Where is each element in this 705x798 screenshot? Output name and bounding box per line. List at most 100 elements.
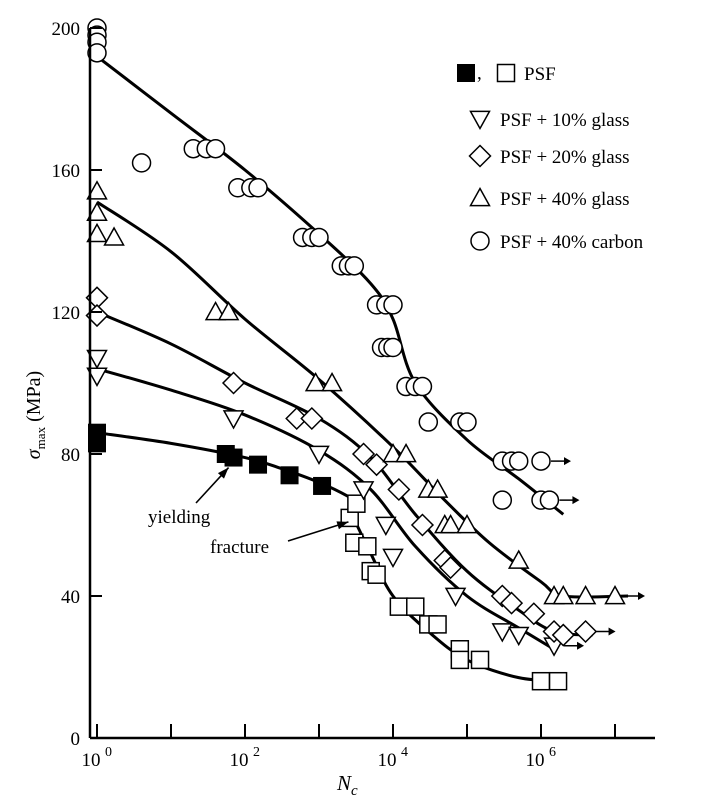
runout-arrow-head: [572, 496, 580, 505]
data-point: [382, 548, 404, 568]
y-axis-title: σmax (MPa): [23, 371, 48, 459]
runout-arrow-head: [638, 592, 645, 600]
data-points: [85, 18, 645, 691]
data-point: [222, 410, 245, 430]
data-point: [375, 516, 397, 537]
x-tick-label-exponent: 2: [253, 745, 260, 760]
y-axis-title-text: σmax (MPa): [23, 371, 48, 459]
data-point: [87, 43, 107, 63]
legend-label: PSF + 20% glass: [500, 147, 630, 168]
legend-label: PSF + 40% glass: [500, 189, 630, 210]
x-tick-label: 10 4: [378, 745, 409, 771]
x-axis-title-main: N: [336, 771, 352, 795]
data-point: [352, 481, 375, 501]
data-point: [508, 451, 529, 471]
data-point: [574, 584, 597, 605]
data-point: [573, 619, 598, 644]
x-axis-title-text: Nc: [336, 771, 358, 798]
data-point: [418, 412, 439, 432]
legend-entry: PSF + 10% glass: [469, 110, 630, 131]
data-point: [86, 349, 108, 370]
data-point: [406, 597, 425, 616]
legend-marker: [470, 231, 490, 251]
data-point: [492, 490, 513, 510]
legend-label: PSF: [524, 64, 556, 85]
data-point: [249, 455, 268, 474]
annotation-text: fracture: [210, 537, 269, 558]
data-point: [539, 490, 560, 510]
data-point: [428, 615, 447, 634]
data-point: [457, 412, 477, 432]
data-point: [204, 300, 227, 321]
data-point: [531, 451, 551, 471]
data-point: [531, 671, 551, 691]
data-point: [221, 371, 246, 395]
data-point: [347, 494, 366, 513]
x-tick-label-exponent: 4: [401, 745, 408, 760]
data-point: [439, 513, 462, 534]
data-point: [248, 178, 268, 198]
data-point: [507, 626, 530, 647]
legend-label: PSF + 40% carbon: [500, 232, 644, 253]
y-tick-label: 80: [61, 445, 80, 466]
data-point: [470, 650, 490, 670]
data-point: [410, 513, 435, 537]
x-tick-label-base: 10: [230, 750, 249, 771]
y-tick-label: 200: [52, 19, 81, 40]
data-point: [507, 549, 530, 569]
legend-marker: [469, 110, 491, 131]
data-point: [389, 597, 409, 616]
legend-label: PSF + 10% glass: [500, 110, 630, 131]
data-point: [217, 300, 240, 321]
data-point: [300, 406, 324, 431]
data-point: [224, 448, 243, 467]
x-tick-label: 10 0: [82, 745, 113, 771]
x-tick-label: 10 2: [230, 745, 261, 771]
x-axis-title: Nc: [336, 771, 358, 798]
data-point: [439, 556, 463, 580]
data-point: [450, 650, 470, 670]
data-point: [444, 587, 467, 608]
y-tick-label: 160: [52, 161, 81, 182]
data-point: [383, 337, 403, 358]
data-point: [552, 584, 575, 605]
data-point: [412, 376, 433, 397]
data-point: [395, 442, 417, 463]
y-axis-title-sub: max: [33, 426, 48, 449]
data-point: [358, 537, 377, 556]
data-point: [499, 591, 524, 615]
data-point: [548, 671, 568, 691]
data-point: [351, 442, 376, 466]
data-point: [86, 180, 108, 200]
runout-arrow-head: [608, 627, 616, 636]
data-point: [321, 371, 343, 392]
x-tick-label: 10 6: [526, 745, 557, 771]
data-point: [313, 476, 332, 495]
runout-arrow-head: [577, 641, 585, 650]
y-tick-label: 0: [71, 729, 81, 750]
data-point: [344, 256, 365, 276]
legend-marker-filled-square: [457, 64, 475, 82]
y-tick-label: 40: [61, 587, 80, 608]
legend-marker: [468, 144, 492, 168]
data-point: [456, 513, 478, 534]
legend-entry: PSF + 40% carbon: [470, 231, 644, 253]
x-axis-title-sub: c: [351, 783, 358, 798]
data-point: [86, 201, 108, 221]
data-point: [304, 371, 327, 392]
legend: , PSF PSF + 10% glass PSF + 20% glass PSF + …: [457, 63, 644, 253]
y-axis-title-unit: (MPa): [23, 371, 45, 427]
legend-entry: PSF + 40% glass: [469, 186, 630, 210]
x-tick-label-exponent: 0: [105, 745, 112, 760]
annotation-text: yielding: [148, 507, 211, 528]
data-point: [604, 584, 626, 605]
legend-marker-open-square: [496, 63, 516, 83]
data-point: [382, 442, 404, 463]
data-point: [88, 434, 106, 453]
data-point: [285, 406, 309, 431]
x-tick-label-exponent: 6: [549, 745, 556, 760]
fit-curve: [96, 55, 565, 516]
legend-marker: [469, 186, 491, 207]
